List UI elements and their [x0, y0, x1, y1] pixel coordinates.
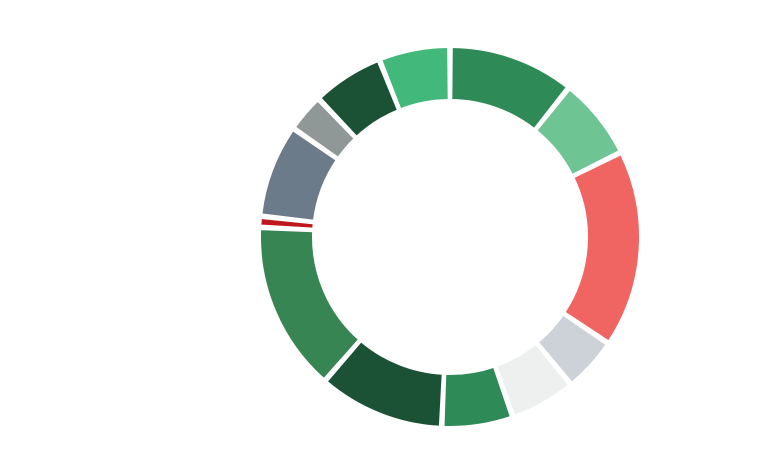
slice-label-1: Sep	[504, 39, 526, 53]
donut-slice-8[interactable]	[259, 228, 361, 381]
donut-slice-1[interactable]	[450, 45, 569, 131]
donut-slice-6[interactable]	[442, 365, 513, 428]
donut-slice-12[interactable]	[319, 59, 400, 139]
donut-slice-2[interactable]	[534, 88, 621, 177]
donut-slice-13[interactable]	[379, 45, 450, 111]
slice-labels: Sep	[504, 39, 526, 53]
donut-slice-11[interactable]	[293, 99, 357, 160]
donut-slice-9[interactable]	[259, 216, 315, 230]
donut-slice-10[interactable]	[260, 128, 339, 222]
donut-slices	[259, 45, 641, 428]
donut-slice-4[interactable]	[536, 313, 609, 385]
donut-slice-3[interactable]	[563, 152, 641, 343]
donut-slice-7[interactable]	[325, 339, 444, 428]
donut-slice-5[interactable]	[495, 342, 571, 418]
